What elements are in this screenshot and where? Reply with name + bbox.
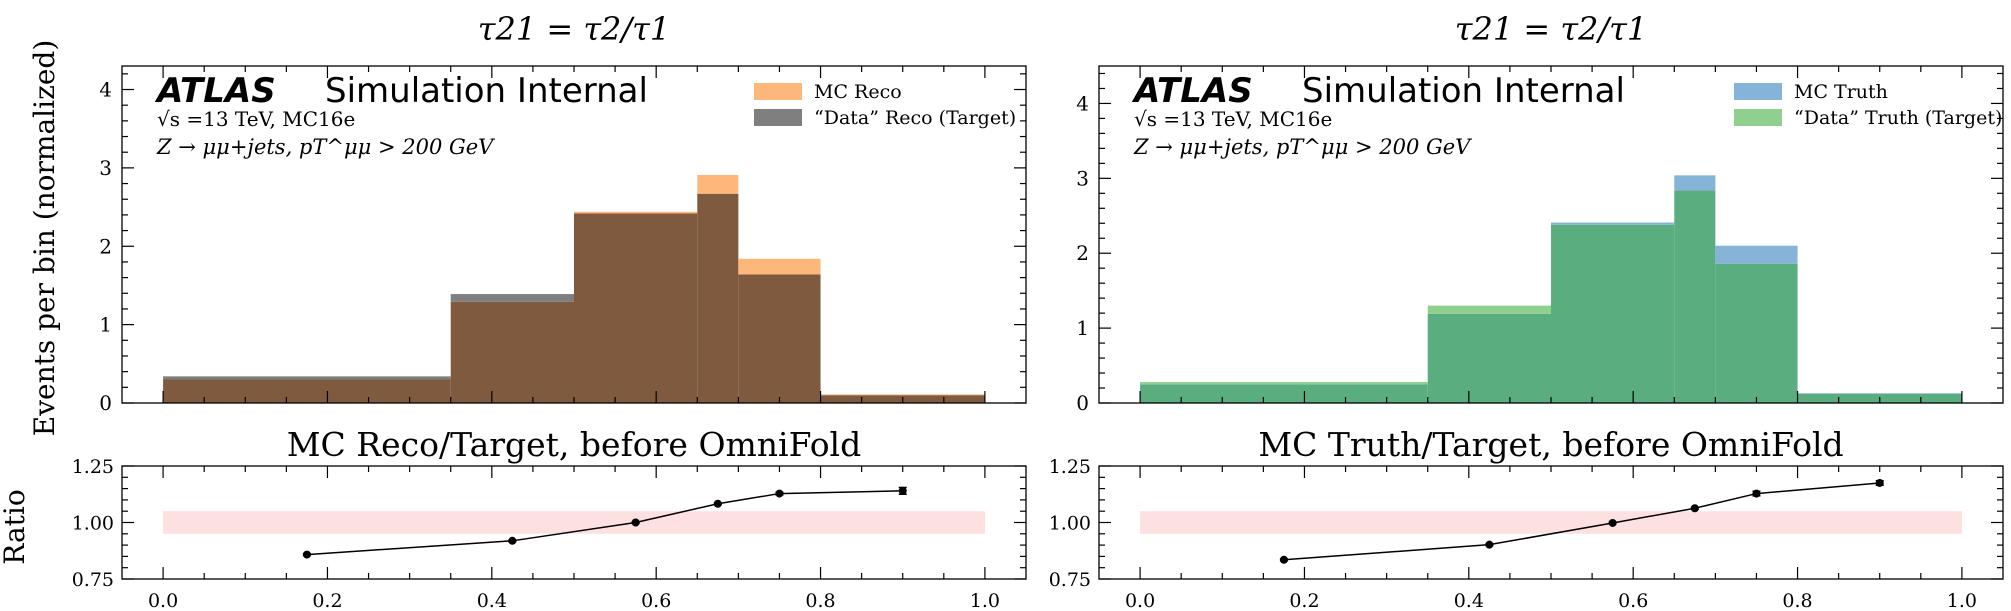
x-tick-label: 0.2 xyxy=(312,590,342,611)
ratio-point xyxy=(302,550,311,559)
hist-bar-excess xyxy=(574,211,698,214)
hist-bar-overlap xyxy=(1551,224,1675,403)
hist-panel-1: 0 1 2 3 4 τ21 = τ2/τ1 ATLAS Simulation Internal… xyxy=(99,10,1027,415)
ratio-title: MC Reco/Target, before OmniFold xyxy=(287,425,862,464)
y-tick-label: 2 xyxy=(99,234,112,258)
ratio-band xyxy=(1140,511,1962,534)
atlas-label: ATLAS xyxy=(154,71,276,111)
legend-label: MC Truth xyxy=(1794,81,1888,103)
ratio-point xyxy=(775,489,784,498)
x-tick-label: 0.4 xyxy=(477,590,507,611)
ratio-band xyxy=(163,511,985,534)
x-tick-label: 0.0 xyxy=(1125,590,1155,611)
ratio-point xyxy=(898,486,907,495)
y-tick-label: 0 xyxy=(1076,391,1089,415)
ratio-panel-1: 0.0 0.2 0.4 0.6 0.8 1.0 0.75 1.00 1.25 MC Reco/Ta… xyxy=(72,425,1027,611)
x-tick-label: 0.2 xyxy=(1289,590,1319,611)
hist-bar-excess xyxy=(697,174,739,194)
info-line-2: Z → μμ+jets, pT^μμ > 200 GeV xyxy=(1133,135,1472,159)
legend-swatch xyxy=(1734,109,1782,126)
atlas-status: Simulation Internal xyxy=(325,71,648,111)
hist-bar-overlap xyxy=(1674,190,1716,403)
legend-swatch xyxy=(1734,83,1782,100)
hist-panel-2: 0 1 2 3 4 τ21 = τ2/τ1 ATLAS Simulation Internal… xyxy=(1076,10,2004,415)
y-tick-label: 0.75 xyxy=(1049,569,1091,591)
ratio-point xyxy=(1752,489,1761,498)
y-tick-label: 1 xyxy=(99,313,112,337)
ratio-point xyxy=(1608,518,1617,527)
atlas-label: ATLAS xyxy=(1131,71,1253,111)
ratio-point xyxy=(1690,504,1699,513)
x-tick-label: 0.8 xyxy=(805,590,835,611)
legend-swatch xyxy=(754,109,802,126)
ratio-panel-2: 0.0 0.2 0.4 0.6 0.8 1.0 0.75 1.00 1.25 MC Truth/T… xyxy=(1049,425,2004,611)
x-tick-label: 0.6 xyxy=(1618,590,1648,611)
y-tick-label: 1.25 xyxy=(72,456,114,478)
y-tick-label: 1.00 xyxy=(1049,513,1091,535)
y-tick-label: 0 xyxy=(99,391,112,415)
y-tick-label: 4 xyxy=(99,78,112,102)
y-tick-label: 3 xyxy=(1076,166,1089,190)
info-line-1: √s =13 TeV, MC16e xyxy=(1134,107,1332,131)
hist-bar-overlap xyxy=(163,379,451,403)
x-tick-label: 1.0 xyxy=(970,590,1000,611)
y-axis-label-top: Events per bin (normalized) xyxy=(28,40,61,437)
chart-title: τ21 = τ2/τ1 xyxy=(478,10,670,48)
y-tick-label: 1.25 xyxy=(1049,456,1091,478)
hist-bar-excess xyxy=(1797,393,1962,395)
y-tick-label: 3 xyxy=(99,156,112,180)
atlas-status: Simulation Internal xyxy=(1302,71,1625,111)
legend-swatch xyxy=(754,83,802,100)
y-tick-label: 2 xyxy=(1076,241,1089,265)
hist-bar-excess xyxy=(1427,305,1551,314)
ratio-point xyxy=(1485,540,1494,549)
x-tick-label: 0.4 xyxy=(1454,590,1484,611)
hist-bar-excess xyxy=(1715,245,1798,264)
ratio-point xyxy=(713,499,722,508)
ratio-line xyxy=(306,490,903,556)
hist-bar-excess xyxy=(820,394,985,396)
y-tick-label: 4 xyxy=(1076,91,1089,115)
legend-label: “Data” Reco (Target) xyxy=(814,107,1016,129)
x-tick-label: 0.0 xyxy=(148,590,178,611)
hist-bar-overlap xyxy=(1715,263,1798,403)
hist-bar-overlap xyxy=(574,213,698,403)
hist-bar-excess xyxy=(738,258,821,275)
ratio-line xyxy=(1283,482,1880,561)
y-axis-label-ratio: Ratio xyxy=(0,489,31,564)
y-tick-label: 1.00 xyxy=(72,513,114,535)
chart-title: τ21 = τ2/τ1 xyxy=(1455,10,1647,48)
y-tick-label: 1 xyxy=(1076,316,1089,340)
hist-bar-excess xyxy=(163,376,451,380)
info-line-1: √s =13 TeV, MC16e xyxy=(157,107,355,131)
hist-bar-excess xyxy=(450,294,574,302)
x-tick-label: 0.6 xyxy=(641,590,671,611)
y-tick-label: 0.75 xyxy=(72,569,114,591)
hist-bar-overlap xyxy=(1140,384,1428,403)
hist-bar-excess xyxy=(1551,222,1675,225)
ratio-point xyxy=(1875,478,1884,487)
hist-bar-overlap xyxy=(738,274,821,403)
hist-bar-overlap xyxy=(1427,313,1551,403)
ratio-point xyxy=(1279,555,1288,564)
legend-label: MC Reco xyxy=(814,81,902,103)
ratio-title: MC Truth/Target, before OmniFold xyxy=(1258,425,1843,464)
x-tick-label: 0.8 xyxy=(1782,590,1812,611)
hist-bar-excess xyxy=(1674,175,1716,191)
ratio-point xyxy=(508,536,517,545)
legend-label: “Data” Truth (Target) xyxy=(1794,107,2002,129)
hist-bar-overlap xyxy=(697,193,739,403)
info-line-2: Z → μμ+jets, pT^μμ > 200 GeV xyxy=(156,135,495,159)
ratio-point xyxy=(631,518,640,527)
x-tick-label: 1.0 xyxy=(1947,590,1977,611)
hist-bar-excess xyxy=(1140,382,1428,385)
hist-bar-overlap xyxy=(450,301,574,403)
